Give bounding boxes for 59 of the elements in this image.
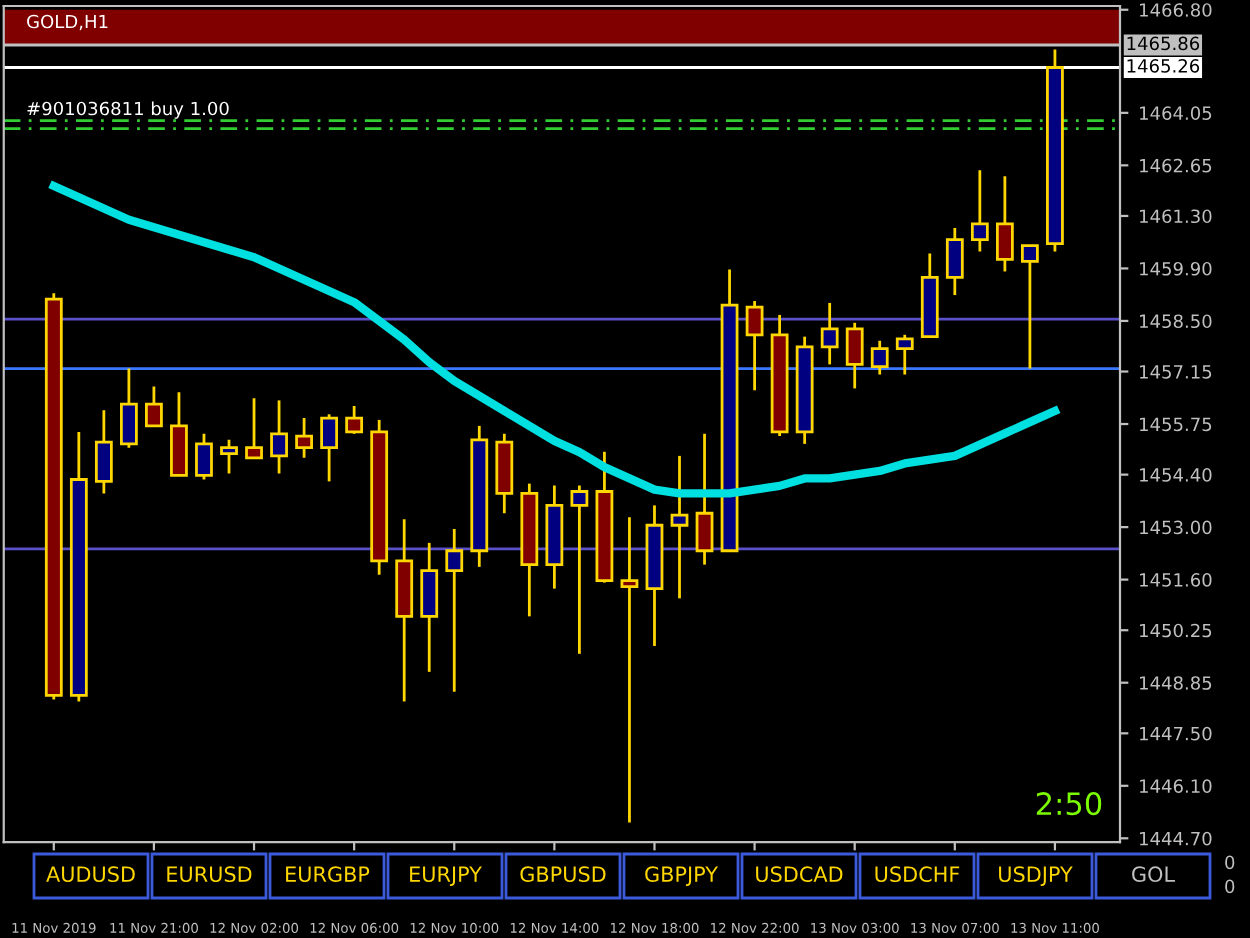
candlestick xyxy=(570,484,589,656)
ref-line-label: 1465.86 xyxy=(1127,36,1200,51)
candlestick xyxy=(195,432,213,481)
candlestick xyxy=(970,168,989,253)
y-tick-label: 1459.90 xyxy=(1140,261,1212,276)
y-tick-label: 1446.10 xyxy=(1140,779,1212,793)
y-tick-label: 1450.25 xyxy=(1140,623,1212,638)
candlestick xyxy=(245,396,263,460)
y-tick-label: 1464.05 xyxy=(1140,106,1212,120)
chart-title: GOLD,H1 xyxy=(27,14,108,31)
y-tick-label: 1448.85 xyxy=(1140,676,1212,690)
candlestick xyxy=(295,416,313,460)
candlestick xyxy=(845,321,864,390)
text: USDCAD xyxy=(756,866,843,883)
candlestick xyxy=(420,541,439,674)
y-tick-label: 1457.15 xyxy=(1140,365,1212,379)
text: GBPJPY xyxy=(645,866,719,886)
y-tick-label: 1466.80 xyxy=(1140,3,1212,17)
annotation: 2:50 xyxy=(1036,792,1102,816)
candlestick xyxy=(895,333,914,376)
candlestick xyxy=(320,412,339,483)
candlestick xyxy=(695,432,714,566)
candlestick xyxy=(945,226,964,297)
text: 0 xyxy=(1225,855,1235,870)
candlestick xyxy=(745,299,764,392)
y-tick-label: 1444.70 xyxy=(1140,831,1212,846)
text: GBPUSD xyxy=(520,866,606,883)
text: USDCHF xyxy=(875,866,960,883)
candlestick xyxy=(670,454,689,600)
candlestick xyxy=(620,515,639,824)
candlestick xyxy=(995,174,1014,273)
text: 0 xyxy=(1225,879,1235,894)
y-tick-label: 1447.50 xyxy=(1140,726,1212,741)
text: EURJPY xyxy=(410,866,482,886)
candlestick xyxy=(445,527,464,694)
candlestick xyxy=(870,339,889,376)
y-tick-label: 1462.65 xyxy=(1140,158,1212,173)
candlestick xyxy=(345,404,364,436)
text: EURUSD xyxy=(167,866,252,883)
y-tick-label: 1453.00 xyxy=(1140,520,1212,535)
y-tick-label: 1455.75 xyxy=(1140,417,1212,432)
text: GOL xyxy=(1132,866,1175,883)
text: AUDUSD xyxy=(46,866,135,883)
candlestick xyxy=(94,408,113,495)
line-series xyxy=(49,181,1060,498)
annotation: #901036811 buy 1.00 xyxy=(27,101,229,119)
candlestick xyxy=(145,385,163,428)
text: EURGBP xyxy=(286,866,370,883)
candlestick xyxy=(1021,244,1039,370)
candlestick xyxy=(220,438,238,475)
candlestick xyxy=(820,301,839,366)
y-tick-label: 1451.60 xyxy=(1140,573,1212,587)
y-tick-label: 1461.30 xyxy=(1140,209,1212,224)
y-tick-label: 1454.40 xyxy=(1140,468,1212,482)
candlestick xyxy=(119,367,138,450)
y-tick-label: 1458.50 xyxy=(1140,314,1212,329)
candlestick xyxy=(270,399,288,475)
ref-line-label: 1465.26 xyxy=(1127,59,1200,73)
text: USDJPY xyxy=(999,866,1073,886)
